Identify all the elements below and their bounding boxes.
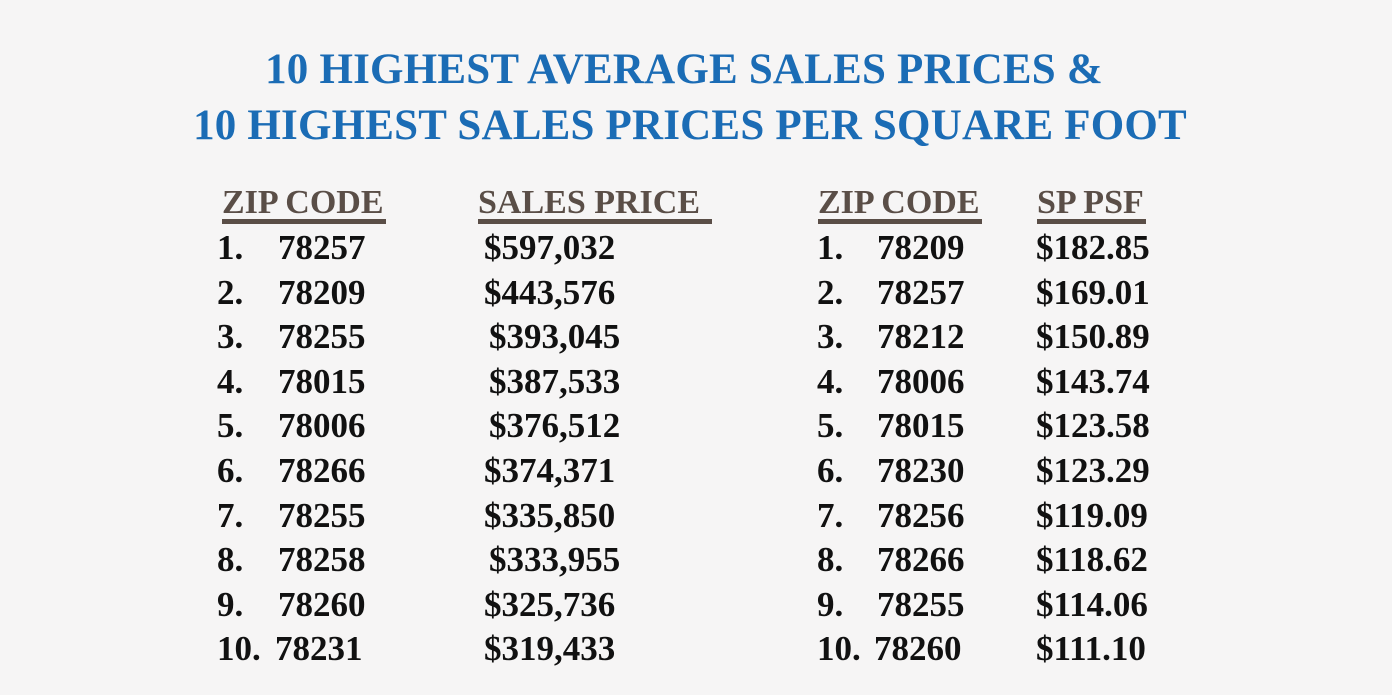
zip-code-cell: 78231: [275, 629, 363, 668]
title-line-2: 10 HIGHEST SALES PRICES PER SQUARE FOOT: [193, 102, 1187, 149]
value-cell: $333,955: [489, 540, 621, 579]
rank-number: 8.: [817, 540, 844, 579]
header-underline: [478, 219, 713, 224]
rank-number: 10.: [217, 629, 261, 668]
rank-number: 9.: [817, 585, 844, 624]
value-cell: $597,032: [484, 228, 616, 267]
header-zip-code: ZIP CODE: [222, 183, 386, 224]
value-cell: $374,371: [484, 451, 616, 490]
value-cell: $119.09: [1036, 496, 1148, 535]
zip-code-cell: 78006: [877, 362, 965, 401]
rank-number: 2.: [817, 273, 844, 312]
zip-code-cell: 78212: [877, 317, 965, 356]
zip-code-cell: 78209: [278, 273, 366, 312]
zip-code-cell: 78015: [278, 362, 366, 401]
zip-code-cell: 78257: [877, 273, 965, 312]
rank-number: 6.: [217, 451, 244, 490]
zip-code-cell: 78230: [877, 451, 965, 490]
value-cell: $319,433: [484, 629, 616, 668]
zip-code-cell: 78255: [278, 496, 366, 535]
rank-number: 4.: [217, 362, 244, 401]
zip-code-cell: 78255: [877, 585, 965, 624]
value-cell: $387,533: [489, 362, 621, 401]
rank-number: 7.: [217, 496, 244, 535]
rank-number: 9.: [217, 585, 244, 624]
zip-code-cell: 78209: [877, 228, 965, 267]
value-cell: $393,045: [489, 317, 621, 356]
rank-number: 1.: [817, 228, 844, 267]
rank-number: 10.: [817, 629, 861, 668]
value-cell: $169.01: [1036, 273, 1150, 312]
rank-number: 5.: [217, 406, 244, 445]
zip-code-cell: 78015: [877, 406, 965, 445]
value-cell: $114.06: [1036, 585, 1148, 624]
zip-code-cell: 78266: [278, 451, 366, 490]
rank-number: 1.: [217, 228, 244, 267]
zip-code-cell: 78260: [874, 629, 962, 668]
rank-number: 5.: [817, 406, 844, 445]
header-zip-code: ZIP CODE: [818, 183, 982, 224]
value-cell: $443,576: [484, 273, 616, 312]
zip-code-cell: 78006: [278, 406, 366, 445]
rank-number: 2.: [217, 273, 244, 312]
value-cell: $123.29: [1036, 451, 1150, 490]
value-cell: $150.89: [1036, 317, 1150, 356]
header-underline: [818, 219, 982, 224]
header-underline: [222, 219, 386, 224]
value-cell: $335,850: [484, 496, 616, 535]
value-cell: $123.58: [1036, 406, 1150, 445]
zip-code-cell: 78260: [278, 585, 366, 624]
zip-code-cell: 78257: [278, 228, 366, 267]
header-sales-price: SALES PRICE: [478, 183, 713, 224]
zip-code-cell: 78258: [278, 540, 366, 579]
rank-number: 3.: [817, 317, 844, 356]
value-cell: $111.10: [1036, 629, 1146, 668]
value-cell: $182.85: [1036, 228, 1150, 267]
value-cell: $376,512: [489, 406, 621, 445]
rank-number: 7.: [817, 496, 844, 535]
zip-code-cell: 78255: [278, 317, 366, 356]
rank-number: 8.: [217, 540, 244, 579]
rank-number: 6.: [817, 451, 844, 490]
rank-number: 3.: [217, 317, 244, 356]
rank-number: 4.: [817, 362, 844, 401]
header-sp-psf: SP PSF: [1037, 183, 1146, 224]
header-underline: [1037, 219, 1146, 224]
value-cell: $325,736: [484, 585, 616, 624]
title-line-1: 10 HIGHEST AVERAGE SALES PRICES &: [265, 46, 1103, 93]
value-cell: $118.62: [1036, 540, 1148, 579]
zip-code-cell: 78256: [877, 496, 965, 535]
zip-code-cell: 78266: [877, 540, 965, 579]
value-cell: $143.74: [1036, 362, 1150, 401]
